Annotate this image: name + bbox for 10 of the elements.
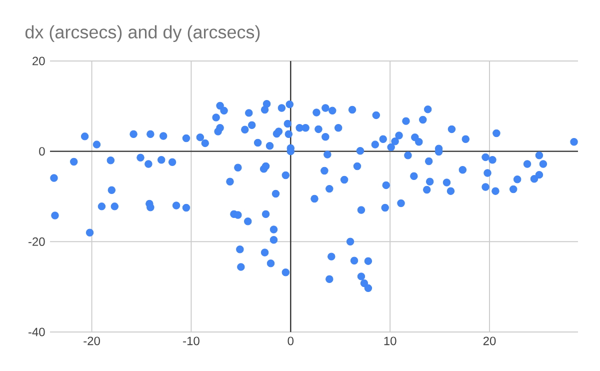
x-tick-label: -10 — [183, 336, 200, 346]
y-tick-label: 0 — [39, 147, 45, 156]
x-tick-label: 10 — [384, 336, 396, 346]
x-tick-label: -20 — [84, 336, 100, 346]
x-tick-label: 20 — [483, 336, 496, 346]
x-tick-label: 0 — [288, 336, 294, 346]
y-tick-label: 20 — [32, 56, 45, 66]
y-tick-label: -40 — [28, 328, 45, 336]
y-tick-label: -20 — [28, 237, 45, 246]
chart-title: dx (arcsecs) and dy (arcsecs) — [25, 25, 260, 42]
